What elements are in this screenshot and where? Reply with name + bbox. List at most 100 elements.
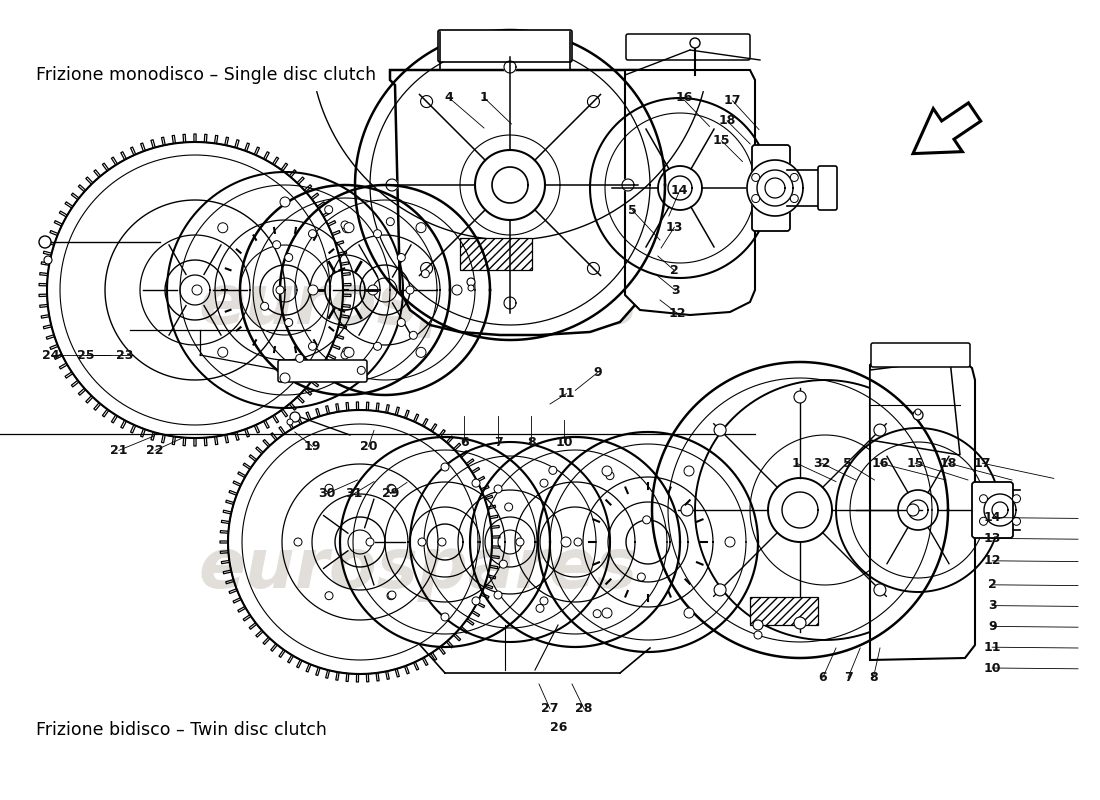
Polygon shape: [747, 160, 803, 216]
Circle shape: [561, 537, 571, 547]
Circle shape: [549, 466, 557, 474]
Text: 17: 17: [724, 94, 741, 107]
Circle shape: [397, 318, 405, 326]
Circle shape: [285, 254, 293, 262]
Circle shape: [516, 538, 524, 546]
Polygon shape: [420, 95, 432, 107]
Text: 29: 29: [382, 487, 399, 500]
Circle shape: [873, 424, 886, 436]
Text: 7: 7: [494, 436, 503, 449]
Text: 16: 16: [871, 457, 889, 470]
Circle shape: [344, 347, 354, 358]
Text: 12: 12: [669, 307, 686, 320]
Circle shape: [494, 485, 502, 493]
Circle shape: [790, 174, 799, 182]
Circle shape: [285, 318, 293, 326]
Text: 1: 1: [480, 91, 488, 104]
Circle shape: [294, 538, 302, 546]
Circle shape: [873, 584, 886, 596]
Polygon shape: [625, 70, 755, 315]
Circle shape: [637, 573, 646, 581]
Circle shape: [421, 270, 429, 278]
Circle shape: [276, 286, 284, 294]
Text: 1: 1: [792, 457, 801, 470]
Circle shape: [714, 584, 726, 596]
Circle shape: [751, 174, 760, 182]
Circle shape: [342, 222, 352, 233]
Circle shape: [387, 484, 395, 492]
Text: 2: 2: [988, 578, 997, 591]
Text: 15: 15: [713, 134, 730, 147]
Circle shape: [725, 537, 735, 547]
Circle shape: [441, 463, 449, 471]
Circle shape: [540, 479, 548, 487]
Text: 18: 18: [718, 114, 736, 127]
Circle shape: [287, 419, 293, 425]
Circle shape: [388, 485, 396, 493]
Circle shape: [441, 613, 449, 621]
Circle shape: [438, 538, 446, 546]
Circle shape: [1012, 518, 1021, 526]
Text: 13: 13: [983, 532, 1001, 545]
Text: 5: 5: [843, 457, 851, 470]
Circle shape: [273, 241, 280, 249]
Polygon shape: [587, 95, 600, 107]
Circle shape: [472, 597, 480, 605]
Circle shape: [574, 538, 582, 546]
Text: Frizione monodisco – Single disc clutch: Frizione monodisco – Single disc clutch: [36, 66, 376, 84]
Text: Frizione bidisco – Twin disc clutch: Frizione bidisco – Twin disc clutch: [36, 721, 327, 738]
Text: 14: 14: [983, 511, 1001, 524]
Circle shape: [374, 230, 382, 238]
Circle shape: [308, 285, 318, 295]
Circle shape: [642, 516, 651, 524]
Circle shape: [39, 236, 51, 248]
Circle shape: [406, 286, 414, 294]
Polygon shape: [870, 360, 960, 455]
Circle shape: [714, 424, 726, 436]
Polygon shape: [504, 61, 516, 73]
Text: 21: 21: [110, 444, 128, 457]
Bar: [750, 597, 818, 625]
Circle shape: [324, 206, 332, 214]
Circle shape: [368, 285, 378, 295]
FancyBboxPatch shape: [438, 30, 572, 62]
Text: 18: 18: [939, 457, 957, 470]
Text: 10: 10: [556, 436, 573, 449]
Circle shape: [218, 222, 228, 233]
Circle shape: [915, 409, 921, 415]
Text: 9: 9: [988, 620, 997, 633]
Circle shape: [684, 608, 694, 618]
Text: 32: 32: [813, 457, 830, 470]
FancyArrow shape: [913, 103, 981, 154]
Text: 17: 17: [974, 457, 991, 470]
Text: 8: 8: [869, 671, 878, 684]
Text: 9: 9: [593, 366, 602, 379]
Circle shape: [593, 610, 602, 618]
Text: 31: 31: [345, 487, 363, 500]
Circle shape: [416, 347, 426, 358]
Text: 28: 28: [575, 702, 593, 715]
Text: 11: 11: [558, 387, 575, 400]
Circle shape: [308, 342, 317, 350]
FancyBboxPatch shape: [278, 360, 367, 382]
Circle shape: [979, 518, 988, 526]
Circle shape: [342, 347, 352, 358]
Text: 8: 8: [527, 436, 536, 449]
Circle shape: [341, 351, 349, 359]
Circle shape: [387, 592, 395, 600]
Circle shape: [388, 591, 396, 599]
Circle shape: [790, 194, 799, 202]
Text: 24: 24: [42, 349, 59, 362]
Polygon shape: [621, 179, 634, 191]
Circle shape: [308, 230, 317, 238]
Circle shape: [409, 331, 417, 339]
Circle shape: [540, 597, 548, 605]
Circle shape: [1012, 494, 1021, 502]
Circle shape: [908, 504, 918, 516]
Circle shape: [280, 373, 290, 383]
Circle shape: [366, 538, 374, 546]
Text: 25: 25: [77, 349, 95, 362]
Text: 16: 16: [675, 91, 693, 104]
Text: 27: 27: [541, 702, 559, 715]
Polygon shape: [504, 297, 516, 309]
